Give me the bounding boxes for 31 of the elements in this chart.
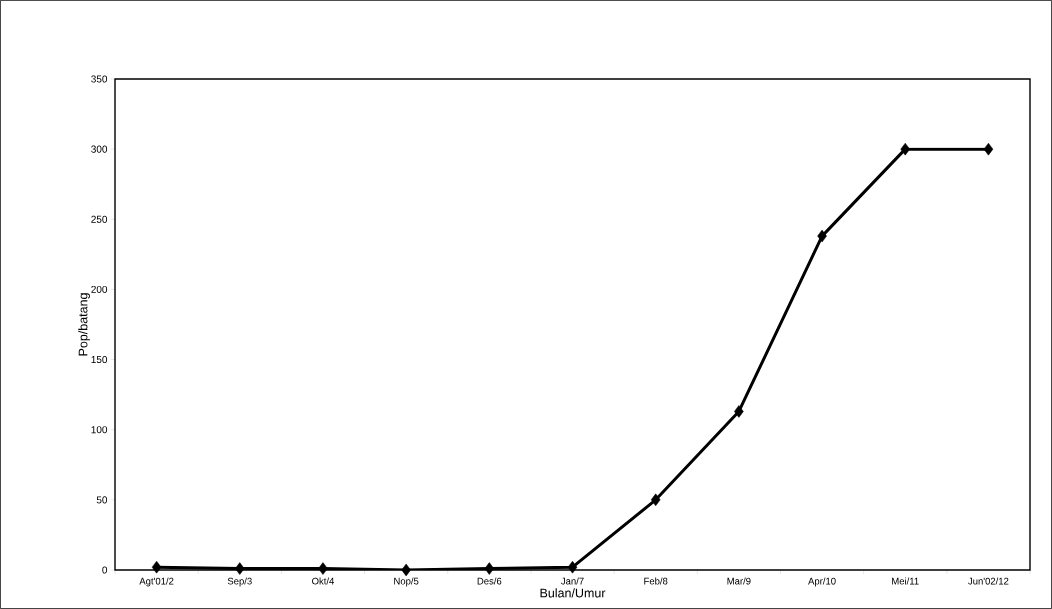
point — [817, 229, 827, 243]
y-tick-label: 200 — [91, 285, 108, 293]
x-tick-label: Agt'01/2 — [139, 577, 174, 587]
x-tick-label: Mei/11 — [892, 577, 919, 585]
y-tick-label: 50 — [96, 496, 108, 504]
point — [567, 560, 578, 574]
point — [900, 142, 910, 156]
y-tick-label: 250 — [91, 215, 108, 223]
x-tick-label: Feb/8 — [644, 577, 668, 585]
point — [650, 493, 661, 507]
x-tick-label: Okt/4 — [312, 577, 335, 585]
y-tick-label: 100 — [91, 426, 108, 434]
y-axis-title: Pop/batang — [78, 293, 90, 356]
y-tick-label: 150 — [91, 356, 108, 364]
point — [734, 405, 744, 418]
x-tick-label: Jan/7 — [561, 577, 584, 585]
x-tick-label: Sep/3 — [227, 577, 252, 587]
y-tick-label: 350 — [91, 75, 108, 83]
x-tick-label: Mar/9 — [727, 577, 751, 585]
x-axis-title: Bulan/Umur — [540, 588, 606, 598]
x-tick-label: Des/6 — [477, 577, 502, 585]
x-tick-label: Jun'02/12 — [968, 577, 1009, 585]
point — [151, 560, 162, 574]
x-tick-label: Nop/5 — [394, 577, 419, 587]
y-tick-label: 0 — [102, 566, 108, 574]
point — [401, 563, 411, 577]
point — [235, 562, 245, 575]
point — [983, 142, 994, 156]
y-tick-label: 300 — [91, 145, 108, 153]
x-tick-label: Apr/10 — [808, 577, 836, 587]
point — [318, 562, 328, 575]
